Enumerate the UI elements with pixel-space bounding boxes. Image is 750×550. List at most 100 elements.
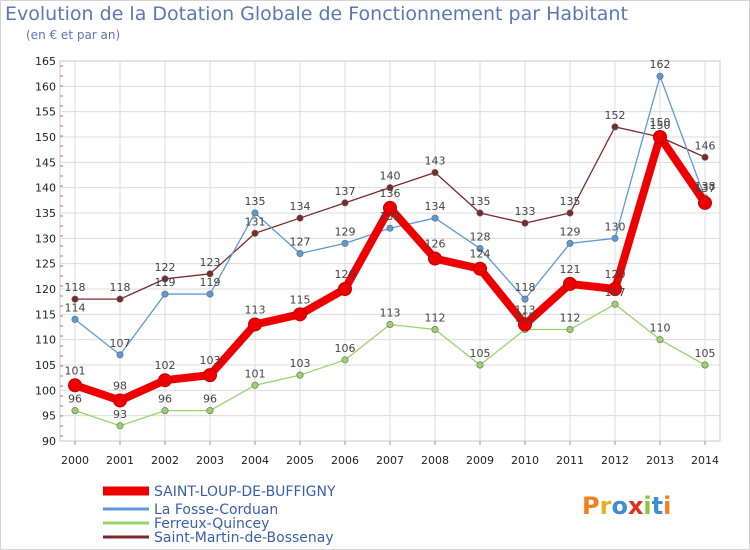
point-saint-martin-de-bossenay-2004: [251, 229, 259, 237]
logo-letter: r: [600, 492, 612, 520]
x-tick-label-2011: 2011: [556, 454, 584, 467]
point-saint-loup-de-buffigny-2007: [383, 200, 397, 215]
data-label-saint-loup-de-buffigny-2010: 113: [515, 303, 536, 316]
data-label-ferreux-quincey-2013: 110: [650, 322, 671, 335]
x-tick-label-2003: 2003: [196, 454, 224, 467]
x-tick-label-2007: 2007: [376, 454, 404, 467]
data-label-ferreux-quincey-2011: 112: [560, 312, 581, 325]
point-la-fosse-corduan-2006: [341, 239, 349, 247]
data-label-ferreux-quincey-2006: 106: [335, 342, 356, 355]
point-saint-loup-de-buffigny-2011: [563, 276, 577, 291]
chart-title: Evolution de la Dotation Globale de Fonc…: [5, 3, 628, 25]
data-label-la-fosse-corduan-2014: 138: [695, 180, 716, 193]
y-tick-label-105: 105: [35, 359, 56, 372]
point-ferreux-quincey-2004: [251, 381, 259, 389]
point-saint-martin-de-bossenay-2010: [521, 219, 529, 227]
point-la-fosse-corduan-2005: [296, 250, 304, 258]
data-label-ferreux-quincey-2005: 103: [290, 357, 311, 370]
data-label-saint-martin-de-bossenay-2010: 133: [515, 205, 536, 218]
chart-subtitle: (en € et par an): [26, 28, 121, 42]
logo-letter: t: [652, 492, 663, 520]
data-label-ferreux-quincey-2003: 96: [203, 393, 217, 406]
point-la-fosse-corduan-2011: [566, 239, 574, 247]
data-label-saint-martin-de-bossenay-2005: 134: [290, 200, 311, 213]
data-label-saint-loup-de-buffigny-2002: 102: [155, 359, 176, 372]
x-tick-label-2001: 2001: [106, 454, 134, 467]
point-saint-martin-de-bossenay-2000: [71, 295, 79, 303]
point-la-fosse-corduan-2004: [251, 209, 259, 217]
data-label-la-fosse-corduan-2006: 129: [335, 225, 356, 238]
point-la-fosse-corduan-2000: [71, 315, 79, 323]
data-label-la-fosse-corduan-2000: 114: [65, 301, 86, 314]
point-saint-martin-de-bossenay-2011: [566, 209, 574, 217]
y-tick-label-145: 145: [35, 156, 56, 169]
data-label-ferreux-quincey-2000: 96: [68, 393, 82, 406]
point-saint-martin-de-bossenay-2014: [701, 153, 709, 161]
x-tick-label-2004: 2004: [241, 454, 269, 467]
data-label-ferreux-quincey-2007: 113: [380, 306, 401, 319]
data-label-saint-martin-de-bossenay-2008: 143: [425, 154, 446, 167]
data-labels: 118 118 122 123 131 134 137 140 143 135 133 135 152 1…: [65, 58, 716, 421]
data-label-saint-loup-de-buffigny-2008: 126: [425, 238, 446, 251]
data-label-saint-loup-de-buffigny-2009: 124: [470, 248, 491, 261]
point-ferreux-quincey-2008: [431, 326, 439, 334]
data-label-ferreux-quincey-2012: 117: [605, 286, 626, 299]
point-saint-martin-de-bossenay-2009: [476, 209, 484, 217]
point-saint-loup-de-buffigny-2009: [473, 261, 487, 276]
logo-text: Proxiti: [582, 492, 671, 520]
point-saint-loup-de-buffigny-2013: [653, 130, 667, 144]
data-label-saint-martin-de-bossenay-2009: 135: [470, 195, 491, 208]
legend-label-saint-loup-de-buffigny: SAINT-LOUP-DE-BUFFIGNY: [154, 484, 336, 500]
point-ferreux-quincey-2003: [206, 407, 214, 415]
x-tick-label-2014: 2014: [691, 454, 719, 467]
x-tick-label-2006: 2006: [331, 454, 359, 467]
data-label-la-fosse-corduan-2004: 135: [245, 195, 266, 208]
data-label-saint-martin-de-bossenay-2013: 150: [650, 119, 671, 132]
x-tick-label-2000: 2000: [61, 454, 89, 467]
point-saint-loup-de-buffigny-2006: [338, 282, 352, 296]
point-saint-loup-de-buffigny-2008: [428, 251, 442, 266]
point-la-fosse-corduan-2003: [206, 290, 214, 298]
x-axis-ticks: 2000 2001 2002 2003 2004 2005 2006 2007 2008 2009…: [61, 441, 719, 467]
point-saint-martin-de-bossenay-2012: [611, 123, 619, 131]
point-saint-loup-de-buffigny-2000: [68, 378, 82, 393]
point-ferreux-quincey-2014: [701, 361, 709, 369]
point-ferreux-quincey-2005: [296, 371, 304, 379]
legend: SAINT-LOUP-DE-BUFFIGNY La Fosse-CorduanFe…: [103, 484, 336, 546]
data-label-ferreux-quincey-2008: 112: [425, 312, 446, 325]
y-tick-label-165: 165: [35, 55, 56, 68]
point-la-fosse-corduan-2010: [521, 295, 529, 303]
data-label-saint-martin-de-bossenay-2000: 118: [65, 281, 86, 294]
data-label-saint-martin-de-bossenay-2011: 135: [560, 195, 581, 208]
proxiti-logo: Proxiti: [582, 492, 671, 520]
point-saint-martin-de-bossenay-2008: [431, 168, 439, 176]
point-la-fosse-corduan-2002: [161, 290, 169, 298]
data-label-la-fosse-corduan-2005: 127: [290, 236, 311, 249]
point-saint-loup-de-buffigny-2012: [608, 282, 622, 296]
x-tick-label-2012: 2012: [601, 454, 629, 467]
point-saint-martin-de-bossenay-2006: [341, 199, 349, 207]
legend-label-la-fosse-corduan: La Fosse-Corduan: [154, 502, 278, 518]
point-ferreux-quincey-2007: [386, 320, 394, 328]
point-saint-loup-de-buffigny-2004: [248, 317, 262, 332]
y-tick-label-140: 140: [35, 182, 56, 195]
data-label-saint-martin-de-bossenay-2004: 131: [245, 215, 266, 228]
data-label-la-fosse-corduan-2011: 129: [560, 225, 581, 238]
logo-letter: i: [663, 492, 671, 520]
point-ferreux-quincey-2000: [71, 407, 79, 415]
x-tick-label-2008: 2008: [421, 454, 449, 467]
data-label-saint-martin-de-bossenay-2001: 118: [110, 281, 131, 294]
y-tick-label-150: 150: [35, 131, 56, 144]
point-saint-martin-de-bossenay-2002: [161, 275, 169, 283]
logo-letter: i: [643, 492, 651, 520]
data-label-la-fosse-corduan-2013: 162: [650, 58, 671, 71]
series-layer: [68, 72, 712, 430]
point-saint-loup-de-buffigny-2002: [158, 373, 172, 388]
data-label-saint-loup-de-buffigny-2014: 137: [695, 182, 716, 195]
point-saint-martin-de-bossenay-2001: [116, 295, 124, 303]
data-label-ferreux-quincey-2014: 105: [695, 347, 716, 360]
x-tick-label-2013: 2013: [646, 454, 674, 467]
point-la-fosse-corduan-2008: [431, 214, 439, 222]
data-label-la-fosse-corduan-2012: 130: [605, 220, 626, 233]
logo-letter: x: [628, 492, 644, 520]
